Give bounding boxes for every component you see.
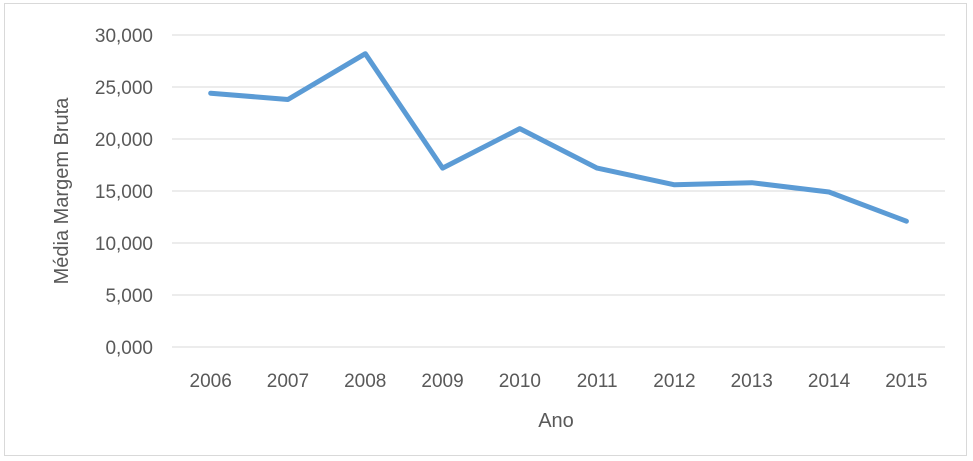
series-lines (208, 51, 909, 224)
y-tick-label: 10,000 (95, 234, 153, 255)
x-tick-label: 2007 (267, 371, 309, 392)
y-axis-tick-labels: 0,000 5,000 10,000 15,000 20,000 25,000 30,000 (95, 26, 153, 359)
y-tick-label: 20,000 (95, 130, 153, 151)
y-tick-label: 15,000 (95, 182, 153, 203)
y-axis-title: Média Margem Bruta (51, 97, 73, 285)
x-tick-label: 2008 (344, 371, 386, 392)
x-tick-label: 2014 (808, 371, 851, 392)
y-tick-label: 30,000 (95, 26, 153, 47)
y-tick-label: 0,000 (105, 338, 153, 359)
chart-area (4, 3, 967, 456)
series-line (208, 51, 909, 224)
x-tick-label: 2009 (421, 371, 463, 392)
x-tick-label: 2006 (190, 371, 232, 392)
x-tick-label: 2010 (499, 371, 541, 392)
x-tick-label: 2013 (731, 371, 773, 392)
gridlines (172, 34, 945, 348)
y-tick-label: 25,000 (95, 78, 153, 99)
x-axis-title: Ano (538, 410, 574, 432)
x-tick-label: 2011 (577, 371, 618, 392)
x-tick-label: 2012 (653, 371, 695, 392)
x-axis-tick-labels: 2006 2007 2008 2009 2010 2011 2012 2013 2014 2015 (190, 371, 928, 392)
y-tick-label: 5,000 (105, 286, 153, 307)
x-tick-label: 2015 (885, 371, 927, 392)
